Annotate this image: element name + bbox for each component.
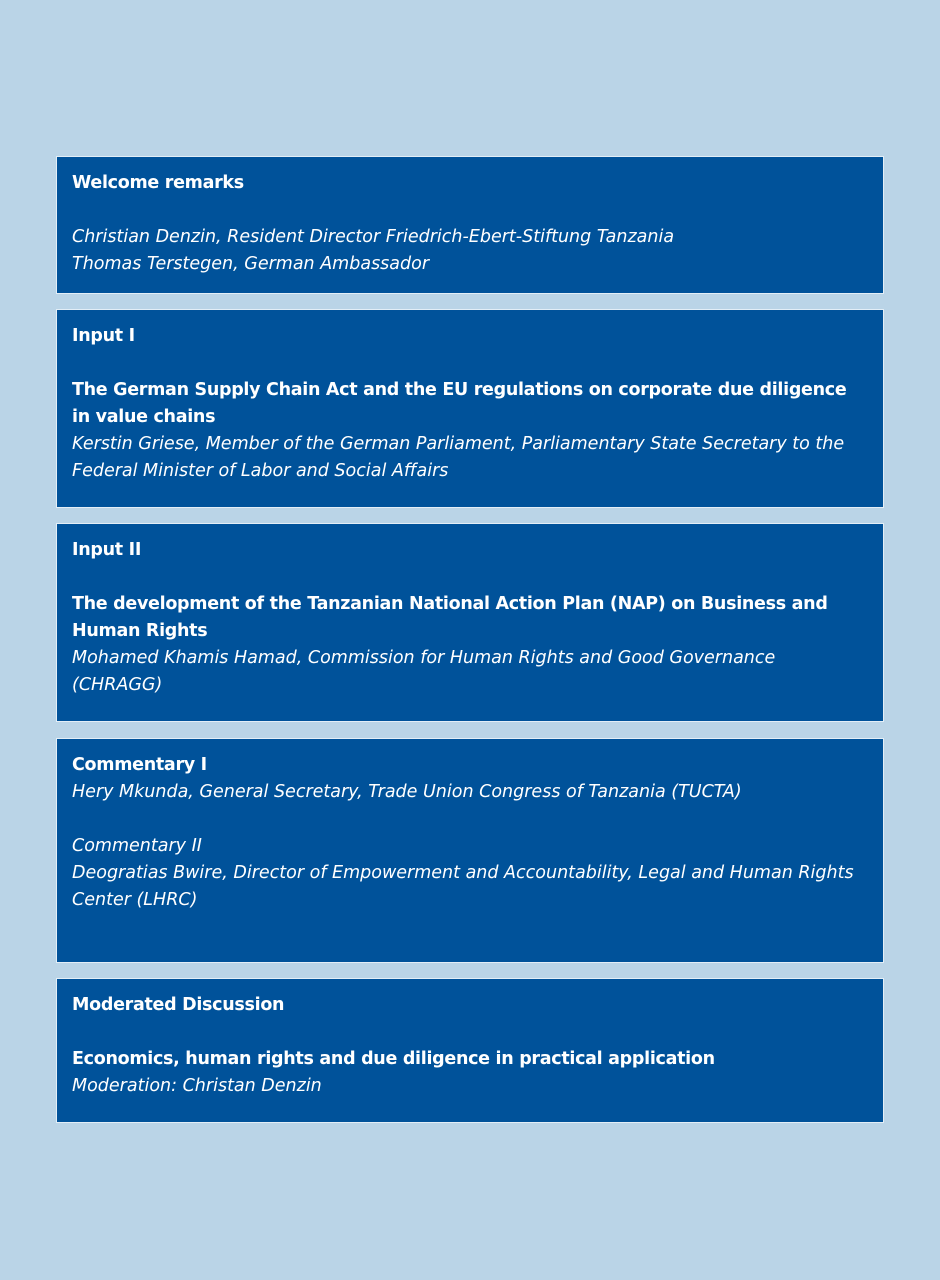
- speaker: Mohamed Khamis Hamad, Commission for Hum…: [72, 648, 776, 695]
- section-topic: The development of the Tanzanian Nationa…: [72, 594, 828, 641]
- speaker: Kerstin Griese, Member of the German Par…: [72, 434, 845, 481]
- section-welcome-remarks: Welcome remarks Christian Denzin, Reside…: [56, 156, 884, 294]
- speaker: Moderation: Christan Denzin: [72, 1076, 322, 1096]
- speaker: Thomas Terstegen, German Ambassador: [72, 254, 430, 274]
- section-heading: Welcome remarks: [72, 173, 244, 193]
- speaker: Deogratias Bwire, Director of Empowermen…: [72, 863, 854, 910]
- section-commentary: Commentary I Hery Mkunda, General Secret…: [56, 738, 884, 963]
- section-heading: Input I: [72, 326, 135, 346]
- speaker: Hery Mkunda, General Secretary, Trade Un…: [72, 782, 742, 802]
- speaker: Christian Denzin, Resident Director Frie…: [72, 227, 675, 247]
- section-moderated-discussion: Moderated Discussion Economics, human ri…: [56, 978, 884, 1123]
- section-input-2: Input II The development of the Tanzania…: [56, 523, 884, 722]
- section-topic: The German Supply Chain Act and the EU r…: [72, 380, 847, 427]
- section-heading: Input II: [72, 540, 142, 560]
- section-heading-2: Commentary II: [72, 836, 202, 856]
- section-heading: Commentary I: [72, 755, 207, 775]
- section-topic: Economics, human rights and due diligenc…: [72, 1049, 715, 1069]
- section-heading: Moderated Discussion: [72, 995, 285, 1015]
- section-input-1: Input I The German Supply Chain Act and …: [56, 309, 884, 508]
